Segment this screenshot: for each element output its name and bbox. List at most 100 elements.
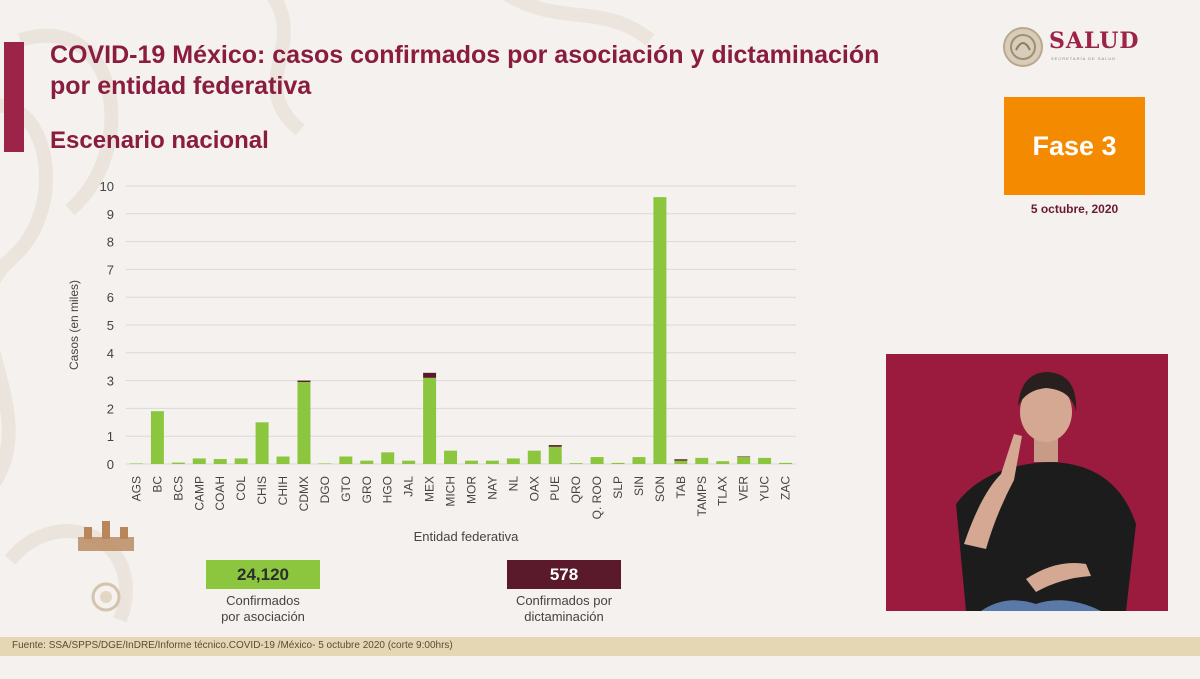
x-tick-label: QRO (569, 476, 583, 503)
bar-asociacion (129, 463, 143, 464)
stat-asociacion: 24,120 Confirmados por asociación (192, 560, 334, 625)
bar-asociacion (234, 458, 248, 464)
y-tick-label: 4 (107, 346, 114, 361)
stat-dictaminacion: 578 Confirmados por dictaminación (490, 560, 638, 625)
stat-asociacion-value: 24,120 (206, 560, 320, 589)
x-tick-label: SON (653, 476, 667, 502)
stat-asociacion-label-2: por asociación (221, 609, 305, 624)
report-date: 5 octubre, 2020 (1030, 202, 1119, 216)
slide-title: COVID-19 México: casos confirmados por a… (50, 41, 880, 100)
y-tick-label: 3 (107, 374, 114, 389)
y-tick-label: 7 (107, 262, 114, 277)
phase-label: Fase 3 (1032, 130, 1117, 161)
salud-logo: SALUD SECRETARÍA DE SALUD (1002, 24, 1152, 70)
bar-asociacion (402, 460, 416, 464)
bar-asociacion (779, 462, 793, 464)
bar-dictaminacion (423, 372, 437, 378)
x-tick-label: GTO (339, 476, 353, 502)
x-tick-label: MICH (444, 476, 458, 507)
bar-asociacion (569, 463, 583, 464)
bar-asociacion (548, 446, 562, 464)
bar-dictaminacion (737, 456, 751, 458)
bar-asociacion (255, 422, 269, 464)
bar-asociacion (632, 457, 646, 464)
bar-asociacion (423, 377, 437, 464)
y-tick-label: 8 (107, 235, 114, 250)
x-tick-label: CHIS (255, 476, 269, 505)
logo-subtext: SECRETARÍA DE SALUD (1051, 56, 1117, 61)
bar-asociacion (695, 457, 709, 464)
x-tick-label: YUC (758, 476, 772, 502)
coat-of-arms-icon (1003, 27, 1043, 67)
x-tick-label: TLAX (716, 476, 730, 506)
bar-chart: 0 1 2 3 4 5 6 7 8 9 10 AGS BC BCS CAMP COAH COL CHIS CHIH C… (67, 179, 796, 544)
y-tick-label: 9 (107, 207, 114, 222)
x-tick-label: CAMP (192, 476, 206, 511)
x-tick-label: MEX (423, 476, 437, 502)
source-footer: Fuente: SSA/SPPS/DGE/InDRE/Informe técni… (0, 637, 1200, 656)
y-tick-label: 2 (107, 401, 114, 416)
bar-dictaminacion (674, 459, 688, 461)
bar-asociacion (506, 458, 520, 464)
x-tick-label: GRO (360, 476, 374, 503)
interpreter-figure (956, 372, 1136, 611)
y-axis-label: Casos (en miles) (67, 280, 81, 370)
bar-asociacion (527, 450, 541, 464)
building-emblem-icon (78, 521, 134, 612)
bar-asociacion (213, 458, 227, 464)
bar-asociacion (444, 450, 458, 464)
x-tick-label: COL (234, 476, 248, 501)
bar-asociacion (339, 456, 353, 464)
x-tick-label: TAMPS (695, 476, 709, 516)
bar-asociacion (381, 452, 395, 464)
slide-subtitle: Escenario nacional (50, 127, 269, 154)
phase-badge: Fase 3 (1004, 97, 1145, 195)
x-tick-label: BCS (171, 476, 185, 501)
bar-asociacion (360, 460, 374, 464)
x-tick-label: ZAC (779, 476, 793, 500)
logo-text: SALUD (1049, 28, 1140, 54)
x-tick-label: Q. ROO (590, 476, 604, 519)
stat-dictaminacion-label-1: Confirmados por (515, 593, 613, 608)
bar-asociacion (737, 457, 751, 464)
y-tick-label: 0 (107, 457, 114, 472)
bar-asociacion (276, 456, 290, 464)
x-tick-label: DGO (318, 476, 332, 503)
y-tick-label: 1 (107, 429, 114, 444)
stat-dictaminacion-label-2: dictaminación (524, 609, 604, 624)
bar-asociacion (192, 458, 206, 464)
bar-asociacion (464, 460, 478, 464)
x-tick-label: SIN (632, 476, 646, 496)
stat-dictaminacion-value: 578 (507, 560, 621, 589)
stat-asociacion-label-1: Confirmados (226, 593, 300, 608)
x-tick-label: BC (150, 476, 164, 493)
source-text: Fuente: SSA/SPPS/DGE/InDRE/Informe técni… (12, 640, 453, 651)
x-tick-label: PUE (548, 476, 562, 501)
bar-dictaminacion (548, 445, 562, 447)
x-tick-label: CHIH (276, 476, 290, 505)
bar-asociacion (318, 463, 332, 464)
accent-bar (4, 42, 24, 152)
bar-asociacion (653, 197, 667, 464)
x-tick-label: CDMX (297, 476, 311, 511)
y-tick-label: 5 (107, 318, 114, 333)
x-tick-label: OAX (527, 476, 541, 501)
x-tick-label: JAL (402, 476, 416, 497)
sign-language-video (886, 354, 1168, 611)
bar-asociacion (611, 462, 625, 464)
bar-asociacion (674, 460, 688, 464)
bar-asociacion (150, 411, 164, 464)
y-tick-label: 10 (100, 179, 114, 194)
bar-asociacion (297, 381, 311, 464)
x-tick-label: MOR (464, 476, 478, 504)
x-tick-label: SLP (611, 476, 625, 499)
x-tick-label: COAH (213, 476, 227, 511)
bar-asociacion (485, 460, 499, 464)
bar-asociacion (758, 457, 772, 464)
bar-asociacion (590, 457, 604, 464)
x-tick-label: NL (506, 476, 520, 492)
bar-asociacion (716, 461, 730, 464)
x-tick-label: VER (737, 476, 751, 501)
y-tick-label: 6 (107, 290, 114, 305)
